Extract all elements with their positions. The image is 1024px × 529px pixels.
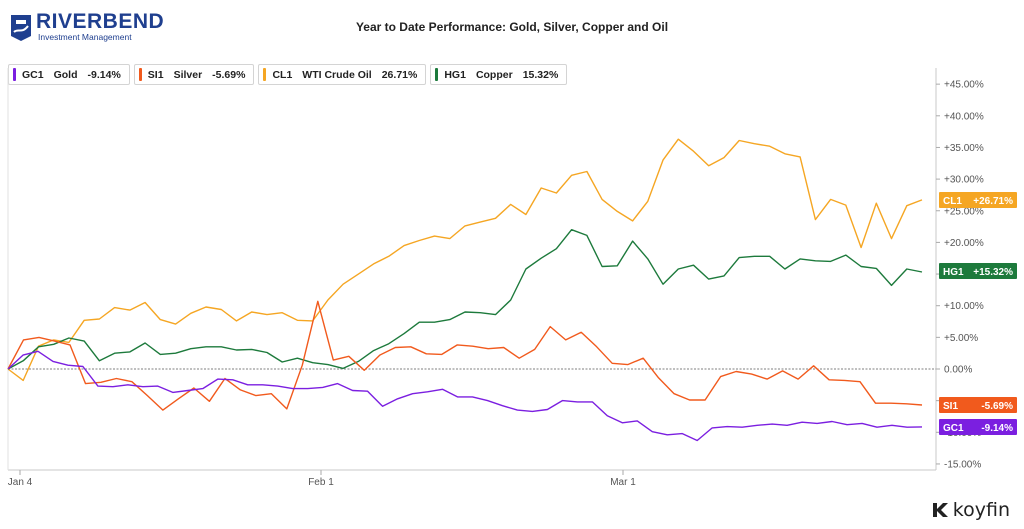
chart-legend: GC1 Gold -9.14% SI1 Silver -5.69% CL1 WTI Crude…: [8, 64, 568, 85]
y-tick-label: +5.00%: [944, 333, 978, 344]
riverbend-shield-icon: [11, 15, 31, 41]
riverbend-logo: RIVERBEND Investment Management: [8, 10, 164, 44]
y-tick-label: +40.00%: [944, 111, 984, 122]
logo-wordmark: RIVERBEND: [36, 10, 165, 33]
y-tick-label: +35.00%: [944, 143, 984, 154]
end-label-value: -5.69%: [981, 401, 1013, 412]
legend-ticker: HG1: [444, 68, 466, 81]
end-label-si1: SI1 -5.69%: [939, 397, 1017, 413]
x-tick-label: Jan 4: [8, 477, 33, 488]
series-line-cl1: [7, 138, 923, 382]
end-label-ticker: CL1: [943, 196, 962, 207]
koyfin-logo-icon: [932, 503, 948, 517]
x-tick-label: Feb 1: [308, 477, 334, 488]
y-tick-label: -15.00%: [944, 459, 981, 470]
end-label-gc1: GC1 -9.14%: [939, 419, 1017, 435]
y-tick-label: 0.00%: [944, 365, 972, 376]
x-tick-label: Mar 1: [610, 477, 636, 488]
legend-change: -5.69%: [212, 68, 246, 81]
legend-name: Silver: [173, 68, 203, 81]
legend-name: Gold: [53, 68, 78, 81]
y-tick-label: +10.00%: [944, 301, 984, 312]
end-label-box: [939, 263, 1017, 279]
end-label-value: +26.71%: [973, 196, 1013, 207]
end-label-ticker: GC1: [943, 423, 964, 434]
end-label-box: [939, 192, 1017, 208]
legend-swatch: [263, 68, 267, 81]
logo-subtitle: Investment Management: [38, 32, 132, 42]
legend-swatch: [13, 68, 16, 81]
y-tick-label: +45.00%: [944, 80, 984, 91]
end-label-hg1: HG1 +15.32%: [939, 263, 1017, 279]
legend-swatch: [138, 68, 142, 81]
legend-change: -9.14%: [87, 68, 121, 81]
legend-ticker: GC1: [22, 68, 44, 81]
series-line-hg1: [7, 228, 923, 370]
end-label-value: -9.14%: [981, 423, 1013, 434]
legend-item-gc1[interactable]: GC1 Gold -9.14%: [8, 64, 130, 85]
koyfin-brand: koyfin: [931, 499, 1010, 521]
legend-item-hg1[interactable]: HG1 Copper 15.32%: [430, 64, 568, 85]
y-tick-label: +30.00%: [944, 175, 984, 186]
end-label-ticker: SI1: [943, 401, 958, 412]
brand-name: koyfin: [952, 499, 1010, 521]
end-label-cl1: CL1 +26.71%: [939, 192, 1017, 208]
y-tick-label: +20.00%: [944, 238, 984, 249]
legend-ticker: CL1: [272, 68, 293, 81]
end-label-box: [939, 419, 1017, 435]
legend-item-cl1[interactable]: CL1 WTI Crude Oil 26.71%: [258, 64, 427, 85]
legend-item-si1[interactable]: SI1 Silver -5.69%: [133, 64, 255, 85]
series-line-si1: [7, 300, 923, 411]
legend-name: WTI Crude Oil: [302, 68, 372, 81]
end-label-value: +15.32%: [973, 267, 1013, 278]
end-label-box: [939, 397, 1017, 413]
legend-name: Copper: [475, 68, 513, 81]
legend-change: 26.71%: [381, 68, 418, 81]
y-tick-label: +25.00%: [944, 206, 984, 217]
legend-swatch: [435, 68, 439, 81]
series-line-gc1: [7, 350, 923, 442]
chart-title: Year to Date Performance: Gold, Silver, …: [355, 20, 669, 34]
end-label-ticker: HG1: [943, 267, 964, 278]
legend-ticker: SI1: [147, 68, 164, 81]
legend-change: 15.32%: [522, 68, 559, 81]
